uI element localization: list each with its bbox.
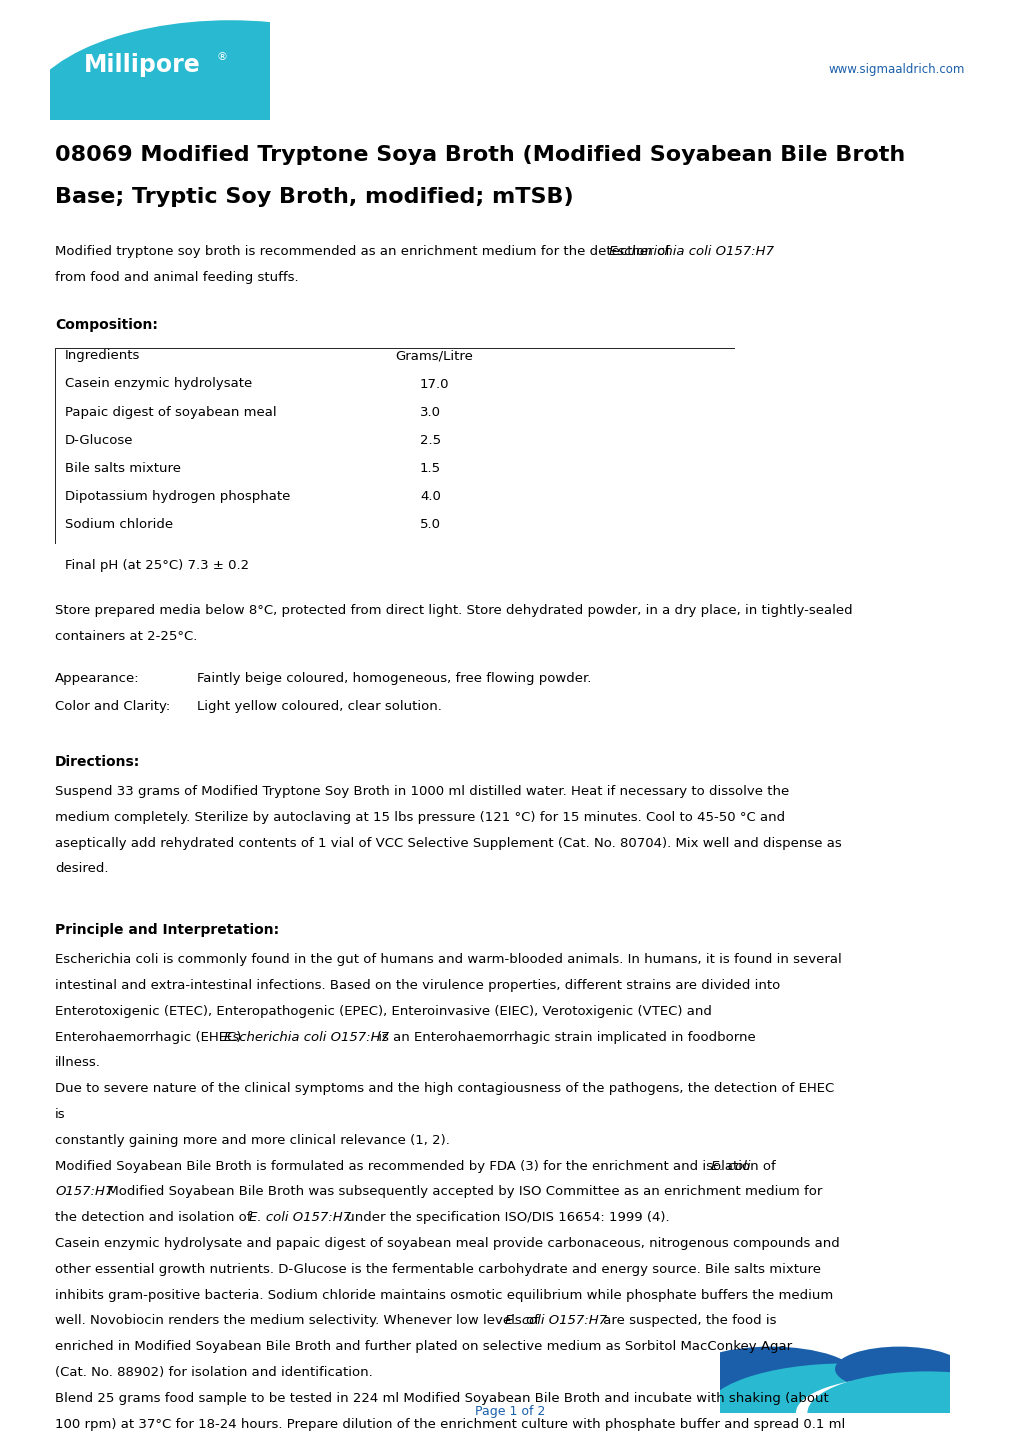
Text: containers at 2-25°C.: containers at 2-25°C. [55, 631, 198, 644]
Text: Escherichia coli is commonly found in the gut of humans and warm-blooded animals: Escherichia coli is commonly found in th… [55, 954, 841, 967]
Text: (Cat. No. 88902) for isolation and identification.: (Cat. No. 88902) for isolation and ident… [55, 1367, 372, 1380]
Text: Enterohaemorrhagic (EHEC).: Enterohaemorrhagic (EHEC). [55, 1030, 250, 1043]
Text: Modified Soyabean Bile Broth is formulated as recommended by FDA (3) for the enr: Modified Soyabean Bile Broth is formulat… [55, 1160, 780, 1173]
Text: medium completely. Sterilize by autoclaving at 15 lbs pressure (121 °C) for 15 m: medium completely. Sterilize by autoclav… [55, 811, 785, 824]
Text: O157:H7: O157:H7 [55, 1185, 113, 1198]
Text: 1.5: 1.5 [420, 462, 440, 475]
Text: E. coli O157:H7: E. coli O157:H7 [249, 1211, 351, 1224]
Text: Composition:: Composition: [55, 317, 158, 332]
Text: Dipotassium hydrogen phosphate: Dipotassium hydrogen phosphate [65, 489, 290, 502]
Text: desired.: desired. [55, 863, 108, 876]
Text: Ingredients: Ingredients [65, 349, 141, 362]
Text: the detection and isolation of: the detection and isolation of [55, 1211, 256, 1224]
Text: www.sigmaaldrich.com: www.sigmaaldrich.com [827, 63, 964, 76]
Text: Casein enzymic hydrolysate and papaic digest of soyabean meal provide carbonaceo: Casein enzymic hydrolysate and papaic di… [55, 1237, 839, 1250]
Text: Millipore: Millipore [84, 53, 201, 78]
Text: from food and animal feeding stuffs.: from food and animal feeding stuffs. [55, 271, 299, 284]
Wedge shape [807, 1371, 1019, 1413]
Text: are suspected, the food is: are suspected, the food is [598, 1315, 775, 1328]
Text: Modified tryptone soy broth is recommended as an enrichment medium for the detec: Modified tryptone soy broth is recommend… [55, 245, 674, 258]
Circle shape [683, 1346, 857, 1407]
Text: Enterotoxigenic (ETEC), Enteropathogenic (EPEC), Enteroinvasive (EIEC), Verotoxi: Enterotoxigenic (ETEC), Enteropathogenic… [55, 1004, 711, 1017]
Text: constantly gaining more and more clinical relevance (1, 2).: constantly gaining more and more clinica… [55, 1134, 449, 1147]
Text: 5.0: 5.0 [420, 518, 440, 531]
Text: . Modified Soyabean Bile Broth was subsequently accepted by ISO Committee as an : . Modified Soyabean Bile Broth was subse… [99, 1185, 821, 1198]
Text: Grams/Litre: Grams/Litre [394, 349, 473, 362]
Text: is an Enterohaemorrhagic strain implicated in foodborne: is an Enterohaemorrhagic strain implicat… [373, 1030, 755, 1043]
Text: Store prepared media below 8°C, protected from direct light. Store dehydrated po: Store prepared media below 8°C, protecte… [55, 605, 852, 618]
Text: Blend 25 grams food sample to be tested in 224 ml Modified Soyabean Bile Broth a: Blend 25 grams food sample to be tested … [55, 1392, 828, 1405]
Text: is: is [55, 1108, 65, 1121]
Text: D-Glucose: D-Glucose [65, 433, 133, 446]
Text: Escherichia coli O157:H7: Escherichia coli O157:H7 [608, 245, 773, 258]
Text: enriched in Modified Soyabean Bile Broth and further plated on selective medium : enriched in Modified Soyabean Bile Broth… [55, 1341, 792, 1354]
Text: Papaic digest of soyabean meal: Papaic digest of soyabean meal [65, 405, 276, 418]
Text: inhibits gram-positive bacteria. Sodium chloride maintains osmotic equilibrium w: inhibits gram-positive bacteria. Sodium … [55, 1289, 833, 1302]
Text: 2.5: 2.5 [420, 433, 440, 446]
Text: well. Novobiocin renders the medium selectivity. Whenever low levels of: well. Novobiocin renders the medium sele… [55, 1315, 542, 1328]
Circle shape [835, 1346, 963, 1391]
Text: intestinal and extra-intestinal infections. Based on the virulence properties, d: intestinal and extra-intestinal infectio… [55, 978, 780, 991]
Text: Page 1 of 2: Page 1 of 2 [475, 1405, 544, 1418]
Wedge shape [795, 1377, 1002, 1413]
Text: Due to severe nature of the clinical symptoms and the high contagiousness of the: Due to severe nature of the clinical sym… [55, 1082, 834, 1095]
Text: Escherichia coli O157:H7: Escherichia coli O157:H7 [223, 1030, 388, 1043]
Text: E. coli: E. coli [710, 1160, 750, 1173]
Text: Base; Tryptic Soy Broth, modified; mTSB): Base; Tryptic Soy Broth, modified; mTSB) [55, 188, 573, 206]
Text: Final pH (at 25°C) 7.3 ± 0.2: Final pH (at 25°C) 7.3 ± 0.2 [65, 558, 249, 571]
Text: Suspend 33 grams of Modified Tryptone Soy Broth in 1000 ml distilled water. Heat: Suspend 33 grams of Modified Tryptone So… [55, 785, 789, 798]
Text: Principle and Interpretation:: Principle and Interpretation: [55, 924, 279, 937]
Text: 4.0: 4.0 [420, 489, 440, 502]
Text: 08069 Modified Tryptone Soya Broth (Modified Soyabean Bile Broth: 08069 Modified Tryptone Soya Broth (Modi… [55, 144, 905, 165]
Text: other essential growth nutrients. D-Glucose is the fermentable carbohydrate and : other essential growth nutrients. D-Gluc… [55, 1263, 820, 1276]
Text: under the specification ISO/DIS 16654: 1999 (4).: under the specification ISO/DIS 16654: 1… [342, 1211, 669, 1224]
Text: Directions:: Directions: [55, 755, 141, 769]
Text: illness.: illness. [55, 1056, 101, 1069]
Text: Color and Clarity:: Color and Clarity: [55, 700, 170, 713]
Text: 17.0: 17.0 [420, 378, 449, 391]
Text: Bile salts mixture: Bile salts mixture [65, 462, 180, 475]
Text: aseptically add rehydrated contents of 1 vial of VCC Selective Supplement (Cat. : aseptically add rehydrated contents of 1… [55, 837, 841, 850]
Text: Light yellow coloured, clear solution.: Light yellow coloured, clear solution. [197, 700, 441, 713]
Text: Appearance:: Appearance: [55, 672, 140, 685]
Text: E. coli O157:H7: E. coli O157:H7 [504, 1315, 606, 1328]
Wedge shape [21, 20, 439, 120]
Text: Faintly beige coloured, homogeneous, free flowing powder.: Faintly beige coloured, homogeneous, fre… [197, 672, 591, 685]
Text: Casein enzymic hydrolysate: Casein enzymic hydrolysate [65, 378, 252, 391]
Wedge shape [703, 1364, 988, 1413]
Text: Sodium chloride: Sodium chloride [65, 518, 173, 531]
Text: ®: ® [216, 52, 227, 62]
Text: 100 rpm) at 37°C for 18-24 hours. Prepare dilution of the enrichment culture wit: 100 rpm) at 37°C for 18-24 hours. Prepar… [55, 1417, 845, 1430]
Text: 3.0: 3.0 [420, 405, 440, 418]
